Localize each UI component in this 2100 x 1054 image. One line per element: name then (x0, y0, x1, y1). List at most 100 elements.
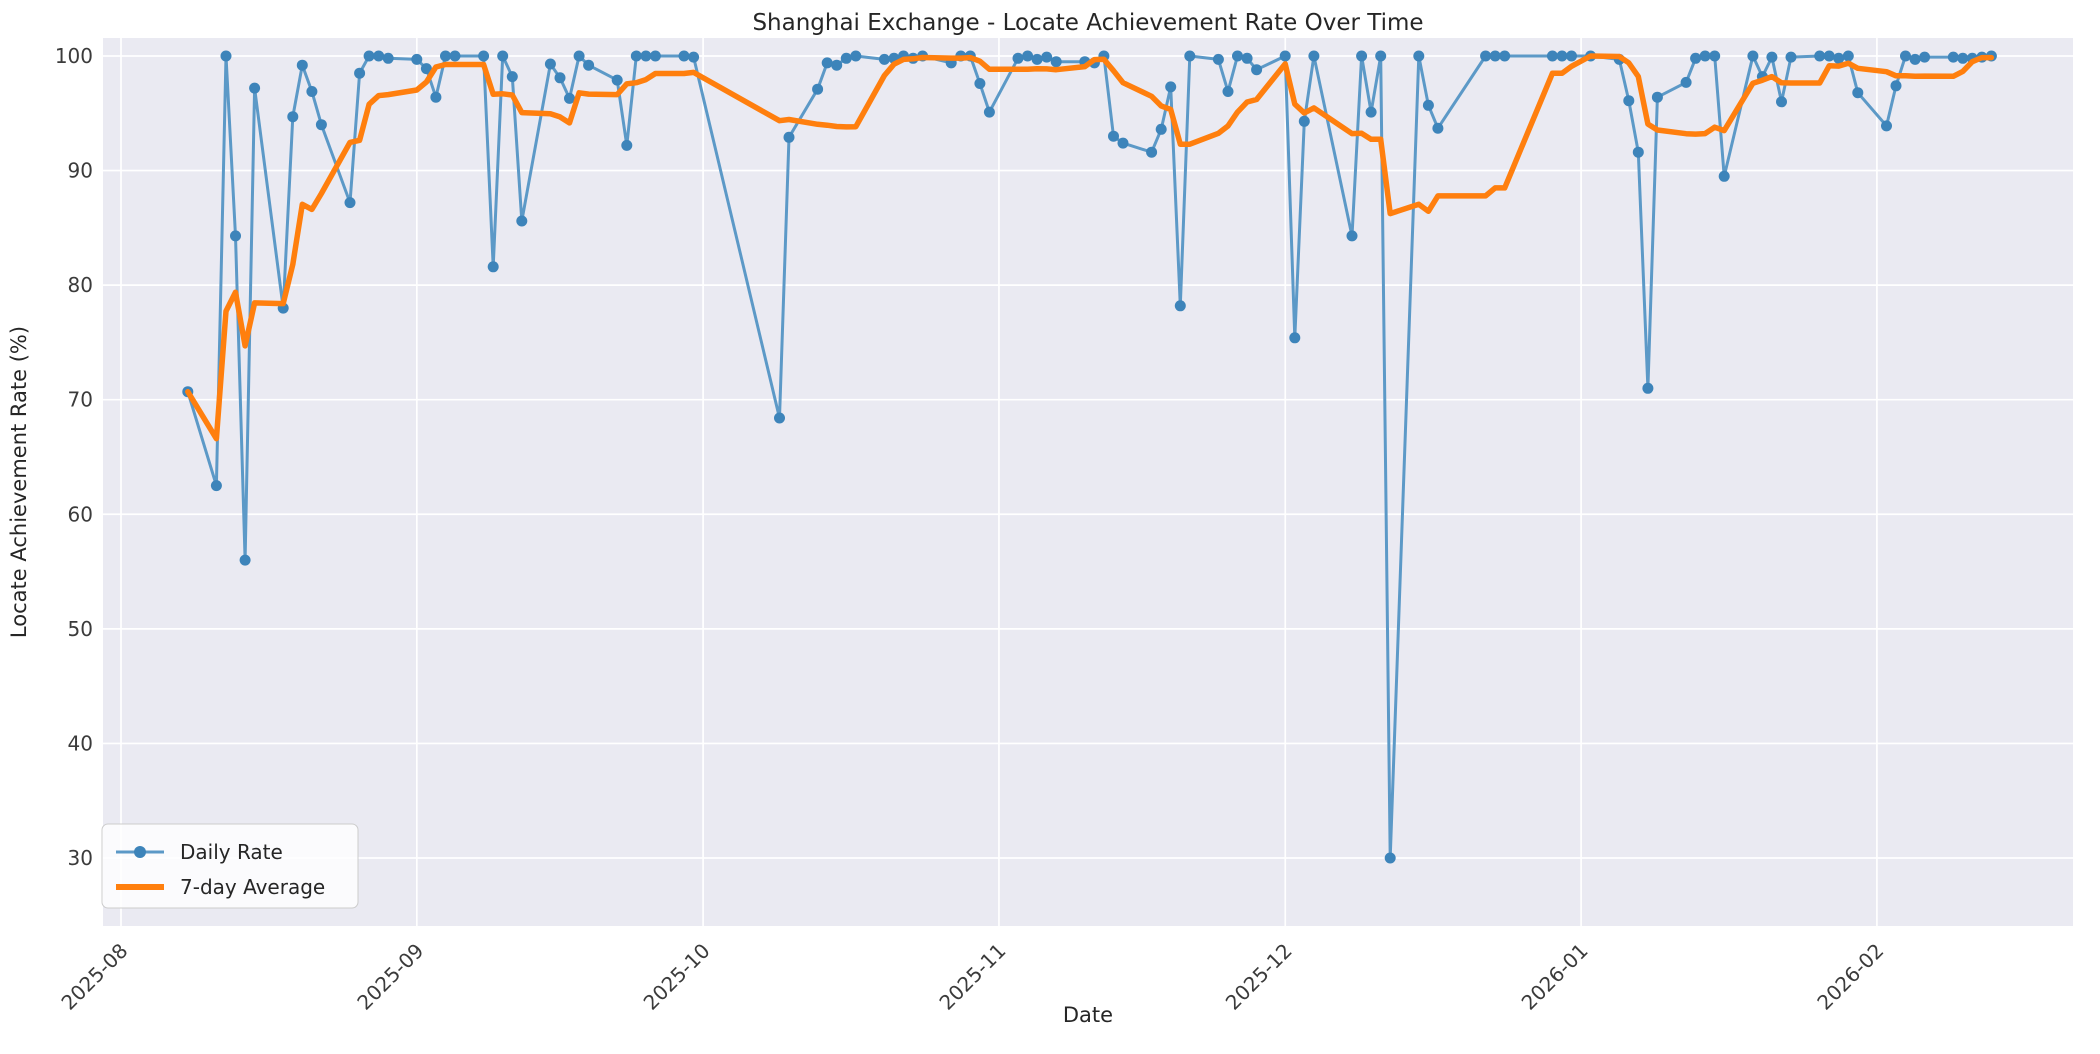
data-point (1346, 230, 1358, 242)
data-point (287, 111, 299, 123)
data-point (1356, 50, 1368, 62)
data-point (630, 50, 642, 62)
data-point (1384, 852, 1396, 864)
data-point (1852, 87, 1864, 99)
data-point (1212, 53, 1224, 65)
x-tick-label: 2026-02 (1812, 939, 1888, 1015)
data-point (1823, 50, 1835, 62)
data-point (1776, 96, 1787, 108)
data-point (1308, 50, 1320, 62)
data-point (850, 50, 862, 62)
y-axis-tick-labels: 30 40 50 60 70 80 90 100 (55, 44, 93, 870)
data-point (306, 86, 318, 97)
data-point (1184, 50, 1196, 62)
data-point (1422, 99, 1434, 111)
data-point (554, 72, 566, 84)
y-tick-label: 100 (55, 44, 93, 68)
data-point (506, 71, 518, 83)
x-axis-tick-labels: 2025-08 2025-09 2025-10 2025-11 2025-12 2026-… (56, 939, 1888, 1015)
data-point (354, 67, 366, 79)
data-point (812, 83, 824, 95)
x-tick-label: 2025-12 (1221, 939, 1297, 1015)
data-point (478, 50, 490, 62)
daily-rate-legend-label: Daily Rate (180, 840, 283, 864)
data-point (1174, 300, 1186, 312)
data-point (1117, 137, 1129, 149)
data-point (420, 63, 432, 75)
data-point (1947, 51, 1959, 63)
data-point (821, 57, 833, 69)
data-point (1814, 50, 1826, 62)
seven-day-average-line (185, 53, 1995, 442)
data-point (621, 139, 633, 151)
data-point (1699, 50, 1711, 62)
data-point (344, 197, 356, 209)
x-tick-label: 2025-11 (934, 939, 1010, 1015)
data-point (1279, 50, 1291, 62)
data-point (230, 230, 241, 242)
data-point (564, 92, 575, 104)
y-axis-label: Locate Achievement Rate (%) (7, 326, 31, 638)
data-point (220, 50, 232, 62)
data-point (1232, 50, 1243, 62)
data-point (411, 53, 423, 65)
daily-rate-legend-marker (134, 846, 146, 858)
data-point (1241, 52, 1253, 64)
data-point (1108, 130, 1119, 142)
data-point (1718, 170, 1730, 182)
data-point (1413, 50, 1425, 62)
y-tick-label: 70 (68, 388, 93, 412)
data-point (1365, 106, 1377, 118)
x-tick-label: 2025-10 (639, 939, 715, 1015)
data-point (440, 50, 451, 62)
data-point (1432, 122, 1444, 134)
data-point (516, 215, 528, 227)
x-tick-label: 2025-09 (352, 939, 428, 1015)
y-tick-label: 30 (68, 846, 93, 870)
x-tick-label: 2025-08 (56, 939, 132, 1015)
data-point (983, 106, 995, 118)
chart-title: Shanghai Exchange - Locate Achievement R… (752, 10, 1423, 36)
data-point (1785, 51, 1797, 63)
data-point (1900, 50, 1911, 62)
data-point (1298, 115, 1310, 127)
data-point (1833, 52, 1845, 64)
y-tick-label: 60 (68, 502, 93, 526)
data-point (239, 554, 251, 566)
data-point (1489, 50, 1501, 62)
data-point (1031, 53, 1043, 65)
data-point (611, 74, 623, 86)
data-point (1651, 91, 1663, 103)
data-point (1680, 76, 1692, 88)
data-point (1050, 56, 1062, 68)
plot-area (103, 38, 2073, 926)
vertical-gridlines (120, 38, 1878, 926)
horizontal-gridlines (103, 55, 2073, 859)
data-point (1842, 50, 1854, 62)
data-point (649, 50, 661, 62)
data-point (831, 59, 843, 71)
data-point (1251, 64, 1263, 76)
y-tick-label: 80 (68, 273, 93, 297)
data-point (1690, 52, 1702, 64)
data-point (974, 78, 986, 89)
data-point (1766, 51, 1778, 63)
y-tick-label: 40 (68, 731, 93, 755)
data-point (1146, 146, 1158, 158)
data-point (544, 58, 556, 70)
data-point (1022, 50, 1034, 62)
data-point (1709, 50, 1721, 62)
data-point (573, 50, 585, 62)
data-point (1957, 52, 1969, 64)
data-point (1556, 50, 1568, 62)
daily-rate-markers (182, 50, 1997, 864)
data-point (1642, 382, 1654, 394)
data-point (1881, 120, 1892, 132)
x-axis-label: Date (1063, 1003, 1113, 1027)
data-point (840, 52, 852, 64)
y-tick-label: 90 (68, 159, 93, 183)
data-point (430, 91, 442, 103)
data-point (1623, 95, 1635, 107)
